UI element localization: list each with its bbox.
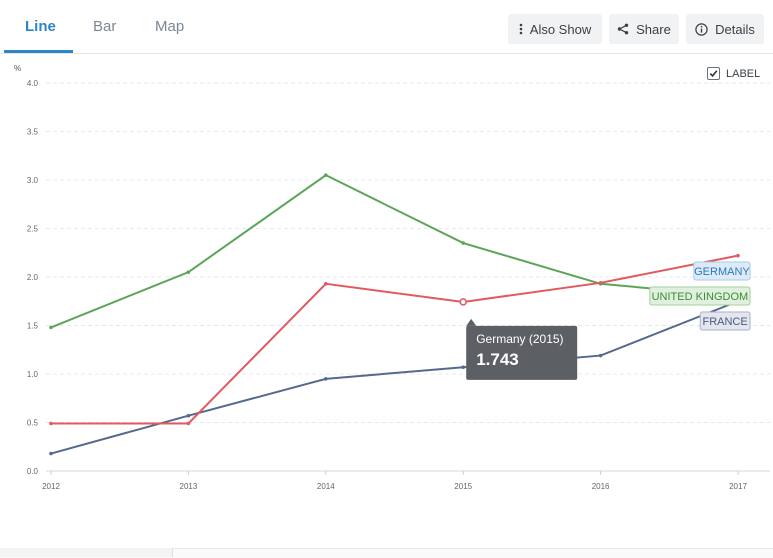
bottom-panel-tab[interactable] [0, 548, 173, 557]
share-icon [617, 23, 629, 35]
data-point[interactable] [598, 353, 603, 358]
tooltip-box [466, 325, 578, 380]
y-tick-label: 3.5 [27, 128, 39, 137]
series-line-united-kingdom[interactable] [50, 173, 739, 329]
data-point[interactable] [186, 413, 191, 418]
share-label: Share [636, 21, 671, 37]
data-point[interactable] [461, 241, 466, 245]
series-label-box [693, 261, 751, 281]
series-label: FRANCE [702, 316, 747, 328]
tooltip-pointer [466, 318, 477, 326]
y-tick-label: 0.0 [27, 467, 39, 476]
bottom-panel [0, 548, 773, 558]
series-line-france[interactable] [50, 300, 739, 455]
tab-line[interactable]: Line [25, 18, 56, 35]
highlighted-data-point[interactable] [459, 298, 467, 306]
x-tick-label: 2015 [454, 482, 472, 491]
data-point[interactable] [461, 365, 466, 370]
details-button[interactable]: Details [686, 14, 764, 44]
y-axis-unit: % [14, 64, 22, 73]
active-tab-indicator [4, 50, 73, 53]
tooltip-title: Germany (2015) [476, 332, 563, 346]
data-point[interactable] [186, 421, 191, 426]
series-label: UNITED KINGDOM [652, 291, 749, 303]
x-tick-label: 2012 [42, 482, 60, 491]
tab-map[interactable]: Map [155, 18, 185, 35]
y-tick-label: 0.5 [27, 419, 39, 428]
data-point[interactable] [323, 173, 328, 177]
x-tick-label: 2013 [180, 482, 198, 491]
data-point[interactable] [49, 451, 53, 456]
label-toggle-text: LABEL [726, 67, 761, 80]
details-label: Details [715, 21, 755, 37]
data-point[interactable] [736, 253, 740, 258]
series-label-box [649, 286, 751, 306]
x-tick-label: 2016 [592, 482, 610, 491]
vertical-dots-icon [519, 23, 523, 35]
series-label: GERMANY [694, 266, 750, 278]
tab-bar[interactable]: Bar [93, 18, 117, 35]
series-label-box [699, 311, 751, 331]
y-tick-label: 1.0 [27, 370, 39, 379]
data-point[interactable] [49, 325, 53, 330]
x-tick-label: 2017 [729, 482, 747, 491]
checkbox-checked-icon[interactable] [707, 67, 720, 80]
y-tick-label: 4.0 [27, 79, 39, 88]
series-line-germany[interactable] [51, 254, 739, 425]
y-tick-label: 2.5 [27, 225, 39, 234]
share-button[interactable]: Share [609, 14, 679, 44]
tooltip-value: 1.743 [476, 350, 519, 369]
x-tick-label: 2014 [317, 482, 335, 491]
also-show-label: Also Show [529, 21, 592, 37]
tooltip: Germany (2015) 1.743 [466, 318, 578, 380]
info-icon [695, 22, 708, 36]
data-point[interactable] [323, 377, 328, 381]
y-tick-label: 2.0 [27, 273, 39, 282]
data-point[interactable] [186, 270, 191, 274]
label-toggle[interactable]: LABEL [707, 67, 760, 80]
y-tick-label: 3.0 [27, 176, 39, 185]
also-show-button[interactable]: Also Show [508, 14, 602, 44]
data-point[interactable] [49, 421, 53, 426]
y-tick-label: 1.5 [27, 322, 39, 331]
data-point[interactable] [598, 280, 603, 285]
data-point[interactable] [323, 281, 328, 286]
chart-toolbar: Line Bar Map Also Show Share Details [0, 0, 773, 54]
